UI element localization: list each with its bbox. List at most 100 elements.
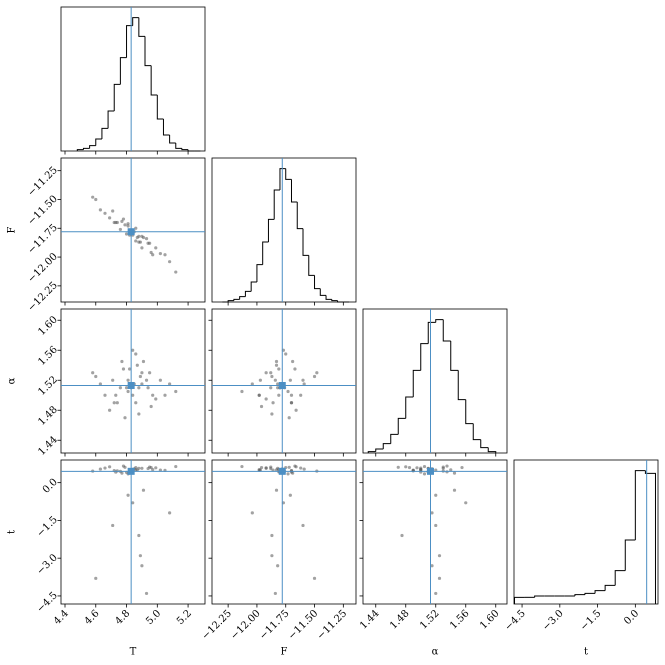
sample-point bbox=[120, 219, 124, 223]
sample-point bbox=[430, 564, 434, 568]
sample-point bbox=[301, 523, 305, 528]
sample-point bbox=[464, 501, 468, 505]
sample-point bbox=[98, 382, 102, 386]
sample-point bbox=[286, 472, 290, 476]
sample-point bbox=[299, 393, 303, 397]
sample-point bbox=[123, 465, 127, 469]
hist-step bbox=[239, 296, 246, 300]
hist-step bbox=[256, 264, 263, 282]
sample-point bbox=[140, 246, 144, 250]
sample-point bbox=[98, 208, 102, 212]
hist-step bbox=[594, 590, 606, 594]
sample-point bbox=[437, 554, 442, 558]
sample-point bbox=[140, 234, 144, 238]
sample-point bbox=[422, 464, 427, 469]
sample-point bbox=[163, 393, 167, 397]
y-tick-label: 1.52 bbox=[36, 374, 60, 398]
x-tick-label: 5.0 bbox=[144, 608, 163, 627]
sample-point bbox=[250, 511, 254, 515]
sample-point bbox=[131, 348, 135, 352]
hist-step bbox=[604, 584, 616, 591]
sample-point bbox=[276, 564, 280, 568]
sample-point bbox=[415, 466, 419, 470]
sample-point bbox=[434, 493, 438, 497]
hist-step bbox=[296, 202, 304, 230]
x-tick-label: 1.60 bbox=[478, 608, 502, 632]
y-axis-label: α bbox=[7, 377, 18, 384]
sample-point bbox=[140, 564, 144, 568]
sample-point bbox=[94, 576, 98, 580]
x-tick-label: 4.4 bbox=[52, 608, 71, 627]
hist-step bbox=[244, 290, 252, 297]
sample-point bbox=[445, 470, 449, 474]
sample-point bbox=[441, 466, 445, 470]
sample-point bbox=[126, 389, 130, 394]
sample-point bbox=[240, 464, 244, 469]
sample-point bbox=[419, 467, 423, 471]
sample-point bbox=[154, 466, 158, 470]
sample-point bbox=[103, 466, 107, 470]
hist-step bbox=[534, 595, 545, 598]
sample-point bbox=[174, 270, 178, 274]
sample-point bbox=[108, 408, 112, 412]
x-tick-label: 0.0 bbox=[622, 608, 641, 627]
sample-point bbox=[273, 378, 277, 382]
y-tick-label: 1.56 bbox=[36, 344, 60, 368]
sample-point bbox=[271, 401, 275, 405]
sample-point bbox=[134, 401, 138, 405]
truth-marker bbox=[278, 467, 286, 475]
sample-point bbox=[126, 493, 130, 497]
sample-point bbox=[452, 471, 457, 475]
sample-point bbox=[302, 382, 306, 386]
x-tick-label: 1.52 bbox=[418, 608, 442, 632]
x-tick-label: 1.48 bbox=[388, 608, 412, 632]
sample-point bbox=[108, 216, 112, 220]
hist-step bbox=[367, 451, 376, 453]
y-tick-label: −3.0 bbox=[35, 552, 60, 577]
sample-point bbox=[291, 359, 295, 364]
panel-frame bbox=[60, 157, 206, 303]
hist-step bbox=[101, 127, 109, 139]
sample-point bbox=[270, 533, 274, 538]
sample-point bbox=[111, 378, 115, 382]
hist-step bbox=[514, 596, 525, 604]
sample-point bbox=[274, 488, 279, 492]
hist-step bbox=[262, 241, 269, 265]
sample-point bbox=[151, 253, 155, 257]
sample-point bbox=[174, 464, 178, 469]
hist-step bbox=[273, 189, 280, 220]
sample-point bbox=[250, 382, 254, 386]
sample-point bbox=[264, 371, 268, 375]
sample-point bbox=[302, 467, 306, 471]
hist-step bbox=[267, 218, 275, 242]
x-tick-label: −3.0 bbox=[541, 608, 566, 633]
hist-step bbox=[308, 255, 315, 276]
hist-step bbox=[435, 319, 444, 323]
sample-point bbox=[294, 408, 298, 412]
hist-step bbox=[457, 370, 466, 401]
sample-point bbox=[264, 397, 268, 401]
y-tick-label: −11.75 bbox=[26, 222, 60, 256]
hist-step bbox=[574, 594, 585, 596]
sample-point bbox=[315, 371, 319, 375]
y-tick-label: −12.00 bbox=[26, 251, 60, 285]
sample-point bbox=[452, 488, 457, 492]
sample-point bbox=[174, 389, 178, 394]
sample-point bbox=[134, 226, 138, 230]
sample-point bbox=[144, 591, 149, 596]
sample-point bbox=[287, 465, 291, 469]
sample-point bbox=[168, 511, 172, 515]
sample-point bbox=[148, 371, 152, 375]
y-tick-label: −1.5 bbox=[35, 515, 60, 540]
hist-step bbox=[412, 369, 421, 397]
y-tick-label: −12.25 bbox=[26, 280, 60, 314]
hist-step bbox=[420, 343, 429, 371]
sample-point bbox=[430, 511, 434, 515]
sample-point bbox=[449, 468, 453, 472]
sample-point bbox=[134, 352, 138, 356]
sample-point bbox=[126, 222, 130, 226]
sample-point bbox=[276, 386, 280, 390]
sample-point bbox=[144, 378, 149, 382]
x-axis-label: T bbox=[130, 647, 137, 658]
